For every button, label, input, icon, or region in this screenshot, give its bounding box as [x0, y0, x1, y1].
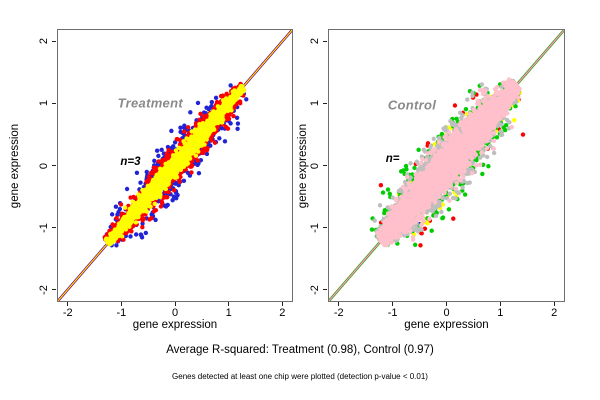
- x-tick-label: 2: [551, 307, 558, 319]
- x-tick-mark: [446, 302, 447, 306]
- x-tick-label: 1: [497, 307, 504, 319]
- scatter-canvas: [57, 29, 293, 302]
- x-axis-title: gene expression: [132, 319, 218, 331]
- y-tick-mark: [323, 102, 327, 104]
- n-chips-label: n=: [385, 153, 400, 166]
- treatment-label: Treatment: [117, 95, 183, 111]
- x-tick-mark: [174, 302, 176, 306]
- y-axis-title: gene expression: [297, 123, 309, 208]
- x-tick-label: -2: [62, 307, 73, 319]
- x-tick-mark: [499, 302, 501, 306]
- x-tick-mark: [338, 302, 340, 306]
- x-tick-mark: [281, 302, 283, 306]
- caption-r-squared: Average R-squared: Treatment (0.98), Con…: [166, 344, 434, 356]
- y-tick-mark: [52, 165, 56, 166]
- x-tick-mark: [392, 302, 394, 306]
- x-tick-label: 2: [279, 307, 286, 319]
- y-tick-mark: [323, 40, 327, 42]
- x-tick-mark: [228, 302, 230, 306]
- x-axis-title: gene expression: [404, 319, 489, 331]
- y-tick-mark: [52, 102, 56, 104]
- y-tick-label: -1: [38, 222, 50, 233]
- y-tick-label: 0: [309, 162, 321, 169]
- control-panel: gene expression gene expression Control …: [297, 29, 565, 331]
- x-tick-label: -1: [387, 307, 398, 319]
- treatment-panel: gene expression gene expression Treatmen…: [9, 29, 293, 331]
- caption-detection-note: Genes detected at least one chip were pl…: [172, 372, 428, 381]
- x-tick-label: 1: [225, 307, 232, 319]
- n-chips-label: n=3: [120, 156, 141, 169]
- x-tick-label: -1: [116, 307, 127, 319]
- y-tick-mark: [52, 227, 56, 229]
- y-tick-label: -2: [38, 284, 50, 295]
- control-label: Control: [387, 97, 437, 113]
- y-tick-label: 1: [38, 100, 50, 107]
- y-tick-mark: [323, 227, 327, 229]
- y-tick-label: 2: [38, 38, 50, 45]
- y-tick-mark: [52, 40, 56, 42]
- y-tick-label: -2: [309, 284, 321, 295]
- y-tick-label: 0: [38, 162, 50, 169]
- y-tick-label: 1: [309, 100, 321, 107]
- y-tick-label: 2: [309, 38, 321, 45]
- x-tick-label: 0: [171, 307, 179, 319]
- y-tick-mark: [323, 165, 327, 166]
- y-tick-mark: [52, 289, 56, 291]
- y-axis-title: gene expression: [9, 123, 21, 208]
- scatter-canvas: [328, 29, 565, 302]
- y-tick-label: -1: [309, 222, 321, 233]
- x-tick-mark: [553, 302, 555, 306]
- y-tick-mark: [323, 289, 327, 291]
- x-tick-label: 0: [443, 307, 450, 319]
- x-tick-label: -2: [333, 307, 344, 319]
- x-tick-mark: [120, 302, 122, 306]
- x-tick-mark: [67, 302, 69, 306]
